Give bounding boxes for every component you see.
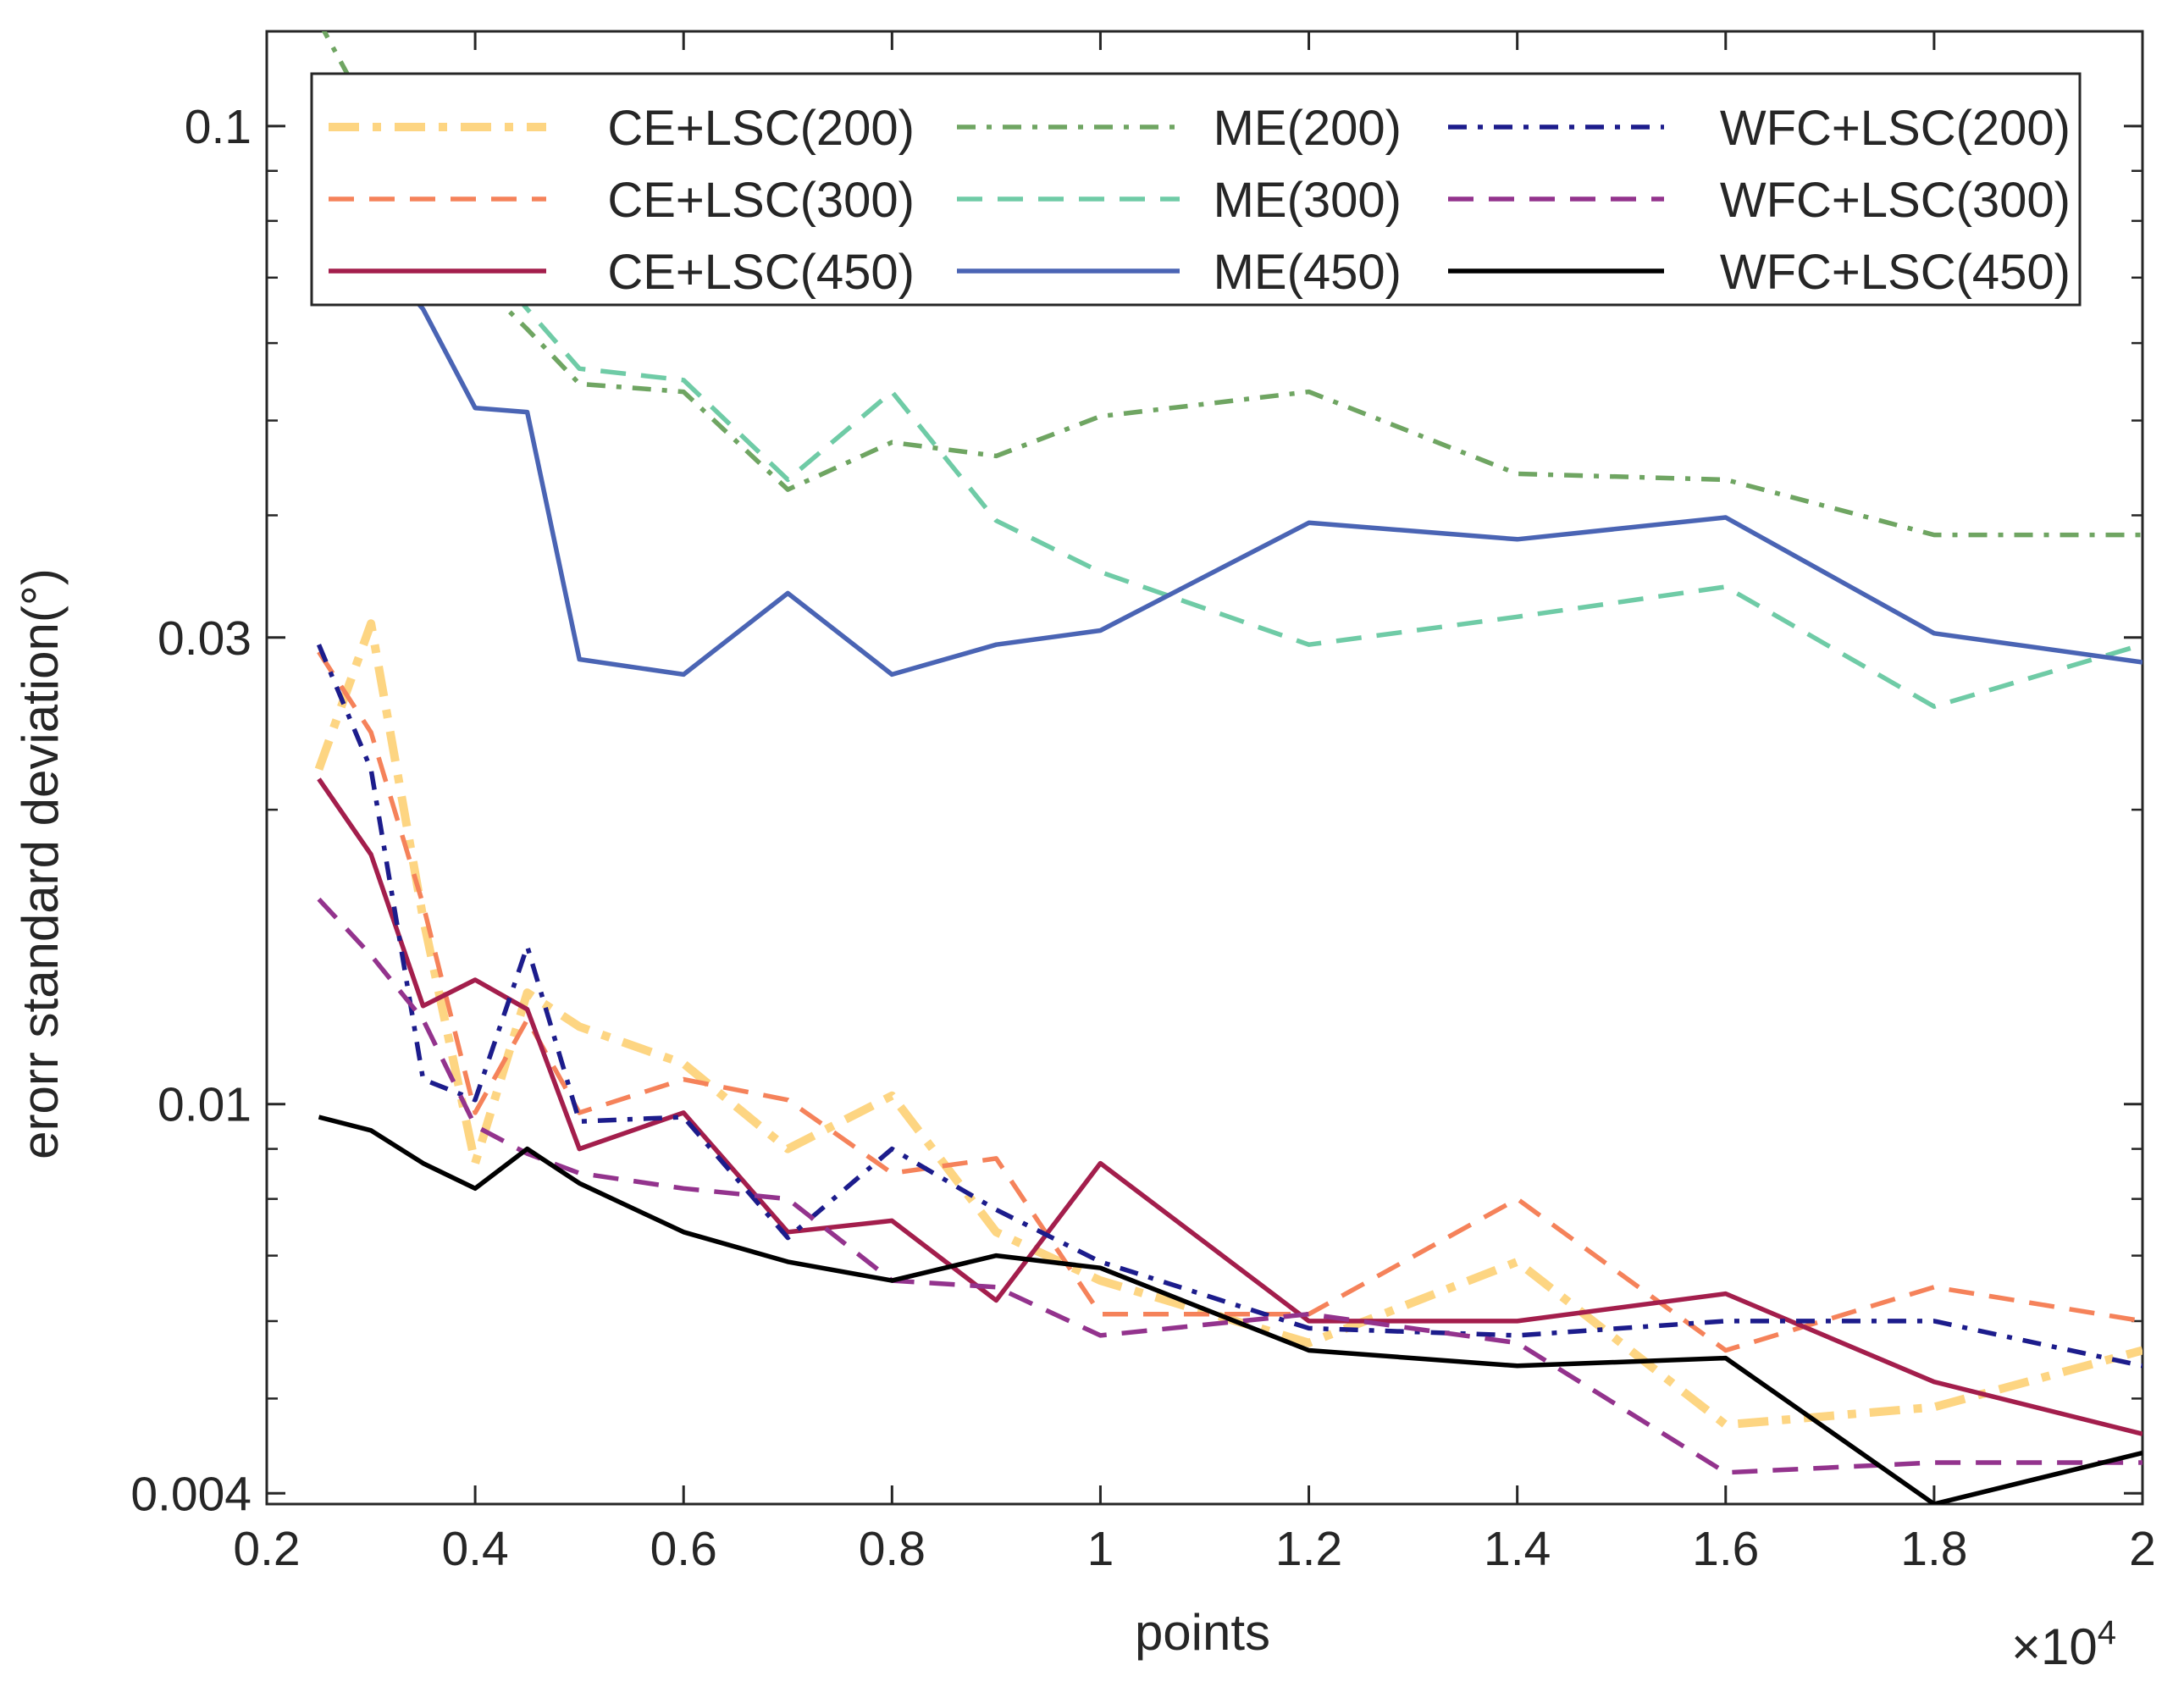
x-tick-label: 1.8 bbox=[1900, 1522, 1967, 1576]
x-tick-label: 0.4 bbox=[441, 1522, 508, 1576]
series-line-wfc-lsc-300 bbox=[317, 897, 2143, 1475]
legend-entry-label: WFC+LSC(200) bbox=[1720, 101, 2071, 156]
legend-box bbox=[310, 72, 2082, 307]
series-line-wfc-lsc-450 bbox=[318, 1115, 2143, 1504]
x-tick-label: 1.6 bbox=[1692, 1522, 1759, 1576]
x-axis-multiplier: ×104 bbox=[2011, 1614, 2116, 1675]
x-axis-label: points bbox=[1135, 1604, 1270, 1661]
x-tick-label: 1 bbox=[1087, 1522, 1114, 1576]
x-tick-label: 2 bbox=[2129, 1522, 2156, 1576]
x-tick-label: 1.4 bbox=[1484, 1522, 1551, 1576]
y-tick-label: 0.01 bbox=[158, 1078, 252, 1132]
legend: CE+LSC(200) CE+LSC(300) CE+LSC(450) ME(200)… bbox=[310, 72, 2082, 307]
series-line-wfc-lsc-200 bbox=[316, 644, 2143, 1369]
y-tick-label: 0.03 bbox=[158, 611, 252, 666]
legend-entry-label: WFC+LSC(300) bbox=[1720, 173, 2071, 228]
series-line-me-300 bbox=[317, 84, 2143, 710]
y-tick-labels: 0.004 0.01 0.03 0.1 bbox=[130, 100, 252, 1521]
y-tick-label: 0.1 bbox=[185, 100, 252, 154]
legend-entry-label: CE+LSC(450) bbox=[607, 245, 915, 300]
x-tick-label: 0.8 bbox=[859, 1522, 926, 1576]
x-tick-label: 0.2 bbox=[233, 1522, 300, 1576]
legend-entry-label: ME(200) bbox=[1214, 101, 1402, 156]
y-tick-label: 0.004 bbox=[130, 1467, 252, 1521]
series-line-me-450 bbox=[317, 193, 2143, 678]
legend-entry-label: ME(450) bbox=[1214, 245, 1402, 300]
series-line-ce-lsc-300 bbox=[317, 650, 2143, 1353]
legend-entry-label: WFC+LSC(450) bbox=[1720, 245, 2071, 300]
legend-entry-label: CE+LSC(300) bbox=[607, 173, 915, 228]
x-tick-labels: 0.2 0.4 0.6 0.8 1 1.2 1.4 1.6 1.8 2 bbox=[233, 1522, 2155, 1576]
x-tick-label: 1.2 bbox=[1275, 1522, 1342, 1576]
y-axis-label: erorr standard deviation(°) bbox=[12, 568, 69, 1159]
axis-ticks bbox=[265, 31, 2144, 1504]
x-tick-label: 0.6 bbox=[650, 1522, 717, 1576]
series-line-ce-lsc-200 bbox=[314, 619, 2143, 1430]
legend-entry-label: CE+LSC(200) bbox=[607, 101, 915, 156]
legend-entry-label: ME(300) bbox=[1214, 173, 1402, 228]
series-line-ce-lsc-450 bbox=[317, 777, 2143, 1436]
